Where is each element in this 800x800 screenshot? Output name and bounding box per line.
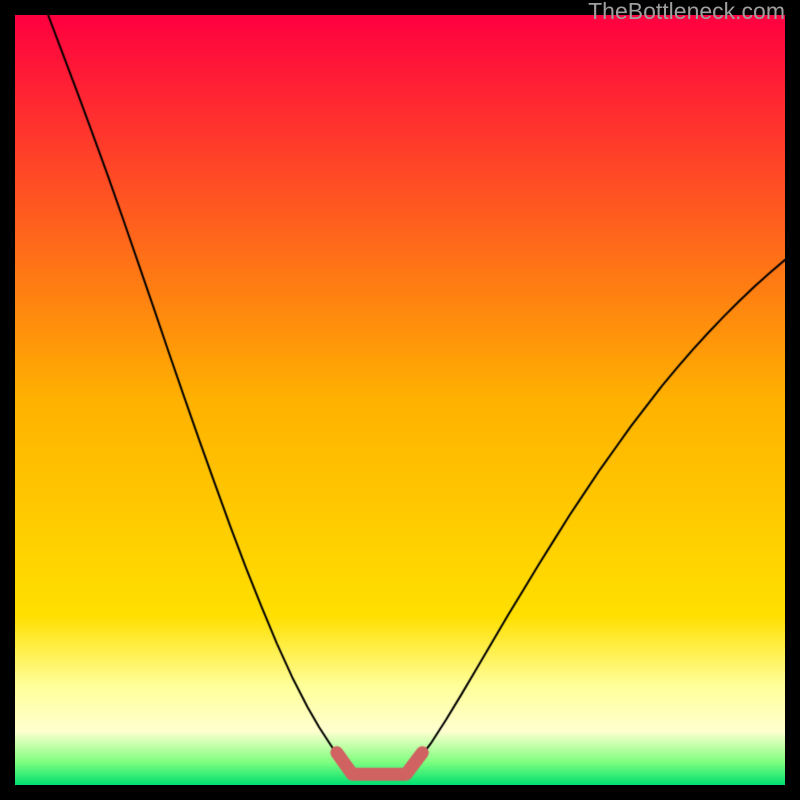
- bottleneck-chart: [15, 15, 785, 785]
- watermark-text: TheBottleneck.com: [588, 0, 785, 25]
